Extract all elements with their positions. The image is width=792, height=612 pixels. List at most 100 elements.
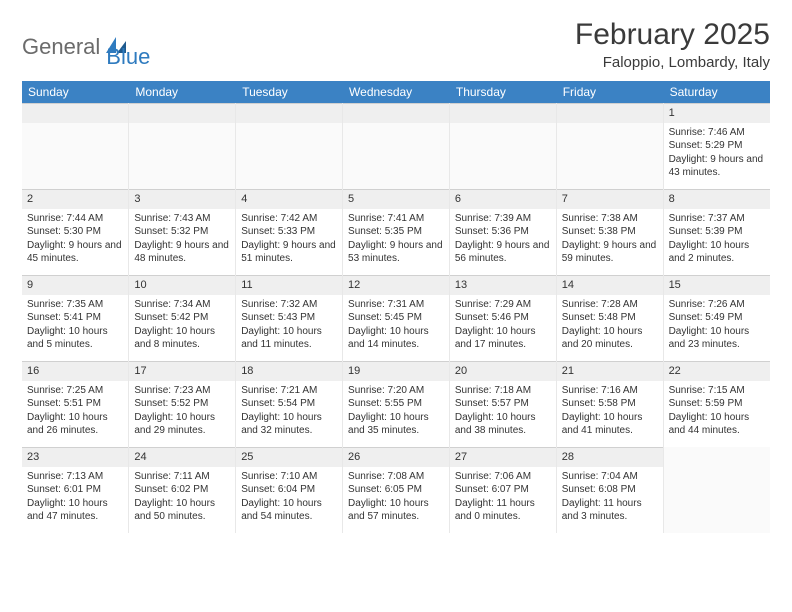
calendar-day: . xyxy=(663,447,770,533)
day-header-row: SundayMondayTuesdayWednesdayThursdayFrid… xyxy=(22,81,770,103)
calendar-day: . xyxy=(236,103,343,189)
sunset: Sunset: 6:07 PM xyxy=(455,483,551,497)
day-body: Sunrise: 7:06 AMSunset: 6:07 PMDaylight:… xyxy=(450,467,556,529)
day-header: Saturday xyxy=(663,81,770,103)
sunrise: Sunrise: 7:18 AM xyxy=(455,384,551,398)
day-number: 12 xyxy=(343,275,449,295)
sunrise: Sunrise: 7:37 AM xyxy=(669,212,765,226)
sunset: Sunset: 5:57 PM xyxy=(455,397,551,411)
daylight: Daylight: 11 hours and 0 minutes. xyxy=(455,497,551,524)
daylight: Daylight: 10 hours and 57 minutes. xyxy=(348,497,444,524)
sunrise: Sunrise: 7:31 AM xyxy=(348,298,444,312)
day-number: 18 xyxy=(236,361,342,381)
sunset: Sunset: 6:08 PM xyxy=(562,483,658,497)
sunrise: Sunrise: 7:44 AM xyxy=(27,212,123,226)
sunrise: Sunrise: 7:25 AM xyxy=(27,384,123,398)
daylight: Daylight: 10 hours and 44 minutes. xyxy=(669,411,765,438)
calendar-week: 16Sunrise: 7:25 AMSunset: 5:51 PMDayligh… xyxy=(22,361,770,447)
day-number: 2 xyxy=(22,189,128,209)
calendar-day: 20 Sunrise: 7:18 AMSunset: 5:57 PMDayligh… xyxy=(449,361,556,447)
day-body: Sunrise: 7:13 AMSunset: 6:01 PMDaylight:… xyxy=(22,467,128,529)
calendar-day: 19Sunrise: 7:20 AMSunset: 5:55 PMDayligh… xyxy=(343,361,450,447)
sunset: Sunset: 5:38 PM xyxy=(562,225,658,239)
daylight: Daylight: 10 hours and 38 minutes. xyxy=(455,411,551,438)
day-body: Sunrise: 7:37 AMSunset: 5:39 PMDaylight:… xyxy=(664,209,770,271)
daylight: Daylight: 10 hours and 5 minutes. xyxy=(27,325,123,352)
sunrise: Sunrise: 7:21 AM xyxy=(241,384,337,398)
day-body: Sunrise: 7:42 AMSunset: 5:33 PMDaylight:… xyxy=(236,209,342,271)
sunset: Sunset: 5:32 PM xyxy=(134,225,230,239)
day-number: 15 xyxy=(664,275,770,295)
sunset: Sunset: 5:59 PM xyxy=(669,397,765,411)
calendar-day: 2Sunrise: 7:44 AMSunset: 5:30 PMDaylight… xyxy=(22,189,129,275)
daylight: Daylight: 10 hours and 8 minutes. xyxy=(134,325,230,352)
day-number: 23 xyxy=(22,447,128,467)
day-body: Sunrise: 7:43 AMSunset: 5:32 PMDaylight:… xyxy=(129,209,235,271)
day-header: Friday xyxy=(556,81,663,103)
calendar-week: 23Sunrise: 7:13 AMSunset: 6:01 PMDayligh… xyxy=(22,447,770,533)
day-number: 11 xyxy=(236,275,342,295)
day-body: Sunrise: 7:21 AMSunset: 5:54 PMDaylight:… xyxy=(236,381,342,443)
sunrise: Sunrise: 7:28 AM xyxy=(562,298,658,312)
daylight: Daylight: 10 hours and 41 minutes. xyxy=(562,411,658,438)
day-body: Sunrise: 7:26 AMSunset: 5:49 PMDaylight:… xyxy=(664,295,770,357)
day-number: . xyxy=(450,103,556,123)
daylight: Daylight: 10 hours and 17 minutes. xyxy=(455,325,551,352)
daylight: Daylight: 10 hours and 23 minutes. xyxy=(669,325,765,352)
calendar-day: 1Sunrise: 7:46 AMSunset: 5:29 PMDaylight… xyxy=(663,103,770,189)
day-body: Sunrise: 7:35 AMSunset: 5:41 PMDaylight:… xyxy=(22,295,128,357)
sunrise: Sunrise: 7:43 AM xyxy=(134,212,230,226)
day-number: 27 xyxy=(450,447,556,467)
header: General Blue February 2025 Faloppio, Lom… xyxy=(22,18,770,71)
daylight: Daylight: 9 hours and 59 minutes. xyxy=(562,239,658,266)
sunset: Sunset: 6:04 PM xyxy=(241,483,337,497)
logo: General Blue xyxy=(22,18,150,70)
day-number: 10 xyxy=(129,275,235,295)
day-number: 20 xyxy=(450,361,556,381)
calendar-day: 28Sunrise: 7:04 AMSunset: 6:08 PMDayligh… xyxy=(556,447,663,533)
calendar-day: 23Sunrise: 7:13 AMSunset: 6:01 PMDayligh… xyxy=(22,447,129,533)
daylight: Daylight: 10 hours and 35 minutes. xyxy=(348,411,444,438)
day-body: Sunrise: 7:29 AMSunset: 5:46 PMDaylight:… xyxy=(450,295,556,357)
day-number: . xyxy=(236,103,342,123)
day-body: Sunrise: 7:11 AMSunset: 6:02 PMDaylight:… xyxy=(129,467,235,529)
sunset: Sunset: 6:01 PM xyxy=(27,483,123,497)
day-body: Sunrise: 7:38 AMSunset: 5:38 PMDaylight:… xyxy=(557,209,663,271)
sunset: Sunset: 5:43 PM xyxy=(241,311,337,325)
day-number: 14 xyxy=(557,275,663,295)
calendar-table: SundayMondayTuesdayWednesdayThursdayFrid… xyxy=(22,81,770,533)
sunset: Sunset: 5:49 PM xyxy=(669,311,765,325)
sunrise: Sunrise: 7:10 AM xyxy=(241,470,337,484)
calendar-day: 8Sunrise: 7:37 AMSunset: 5:39 PMDaylight… xyxy=(663,189,770,275)
calendar-week: ......1Sunrise: 7:46 AMSunset: 5:29 PMDa… xyxy=(22,103,770,189)
daylight: Daylight: 9 hours and 45 minutes. xyxy=(27,239,123,266)
sunrise: Sunrise: 7:08 AM xyxy=(348,470,444,484)
day-number: 24 xyxy=(129,447,235,467)
location: Faloppio, Lombardy, Italy xyxy=(575,54,770,71)
sunset: Sunset: 5:46 PM xyxy=(455,311,551,325)
calendar-day: 5Sunrise: 7:41 AMSunset: 5:35 PMDaylight… xyxy=(343,189,450,275)
day-number: 21 xyxy=(557,361,663,381)
sunset: Sunset: 5:48 PM xyxy=(562,311,658,325)
day-body: Sunrise: 7:04 AMSunset: 6:08 PMDaylight:… xyxy=(557,467,663,529)
calendar-day: 25Sunrise: 7:10 AMSunset: 6:04 PMDayligh… xyxy=(236,447,343,533)
calendar-day: 6Sunrise: 7:39 AMSunset: 5:36 PMDaylight… xyxy=(449,189,556,275)
calendar-day: 22Sunrise: 7:15 AMSunset: 5:59 PMDayligh… xyxy=(663,361,770,447)
day-body: Sunrise: 7:08 AMSunset: 6:05 PMDaylight:… xyxy=(343,467,449,529)
sunrise: Sunrise: 7:11 AM xyxy=(134,470,230,484)
calendar-day: 14Sunrise: 7:28 AMSunset: 5:48 PMDayligh… xyxy=(556,275,663,361)
sunrise: Sunrise: 7:29 AM xyxy=(455,298,551,312)
daylight: Daylight: 10 hours and 29 minutes. xyxy=(134,411,230,438)
calendar-week: 9Sunrise: 7:35 AMSunset: 5:41 PMDaylight… xyxy=(22,275,770,361)
calendar-day: 21Sunrise: 7:16 AMSunset: 5:58 PMDayligh… xyxy=(556,361,663,447)
day-body: Sunrise: 7:34 AMSunset: 5:42 PMDaylight:… xyxy=(129,295,235,357)
calendar-day: 26Sunrise: 7:08 AMSunset: 6:05 PMDayligh… xyxy=(343,447,450,533)
day-number: 22 xyxy=(664,361,770,381)
day-number: 8 xyxy=(664,189,770,209)
day-number: 7 xyxy=(557,189,663,209)
calendar-day: . xyxy=(129,103,236,189)
sunset: Sunset: 5:54 PM xyxy=(241,397,337,411)
sunset: Sunset: 5:52 PM xyxy=(134,397,230,411)
calendar-day: 9Sunrise: 7:35 AMSunset: 5:41 PMDaylight… xyxy=(22,275,129,361)
title-block: February 2025 Faloppio, Lombardy, Italy xyxy=(575,18,770,71)
